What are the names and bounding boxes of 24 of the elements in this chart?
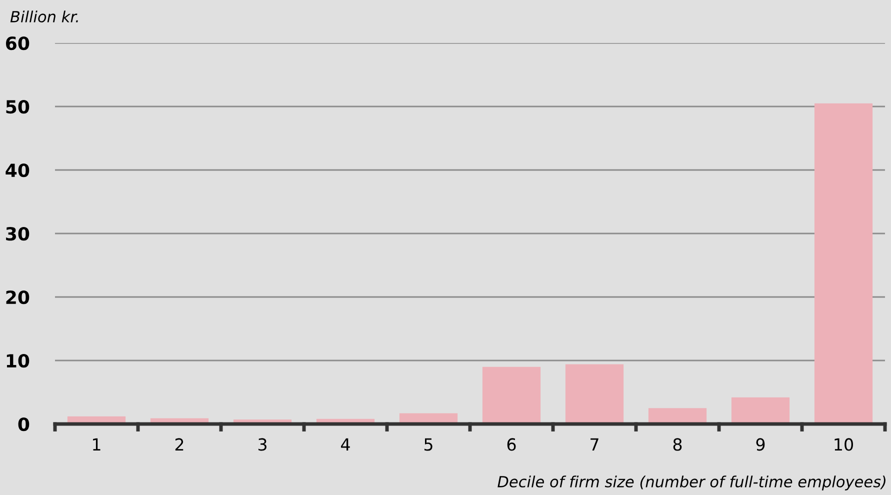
x-tick-label: 8 <box>673 438 682 451</box>
x-tick-label: 10 <box>834 438 853 451</box>
y-tick-label: 60 <box>6 36 30 50</box>
y-tick-label: 0 <box>18 417 30 432</box>
bar <box>731 397 790 424</box>
y-tick-label: 40 <box>6 163 30 178</box>
x-tick-label: 4 <box>341 438 350 451</box>
x-axis-title: Decile of firm size (number of full-time employees) <box>498 476 886 490</box>
bar <box>648 408 707 424</box>
x-tick-label: 7 <box>590 438 598 451</box>
bar <box>814 103 873 424</box>
bar <box>482 366 541 424</box>
y-tick-label: 20 <box>6 290 30 304</box>
x-tick-label: 1 <box>93 438 100 451</box>
x-tick-label: 6 <box>507 438 516 451</box>
bar <box>565 364 624 424</box>
y-tick-label: 10 <box>6 354 30 368</box>
y-tick-label: 50 <box>6 100 30 114</box>
x-tick-label: 2 <box>175 438 184 451</box>
x-tick-label: 3 <box>258 438 266 451</box>
x-tick-label: 5 <box>424 438 432 451</box>
y-tick-label: 30 <box>6 226 30 241</box>
x-tick-label: 9 <box>756 438 765 451</box>
y-axis-title: Billion kr. <box>10 10 78 22</box>
